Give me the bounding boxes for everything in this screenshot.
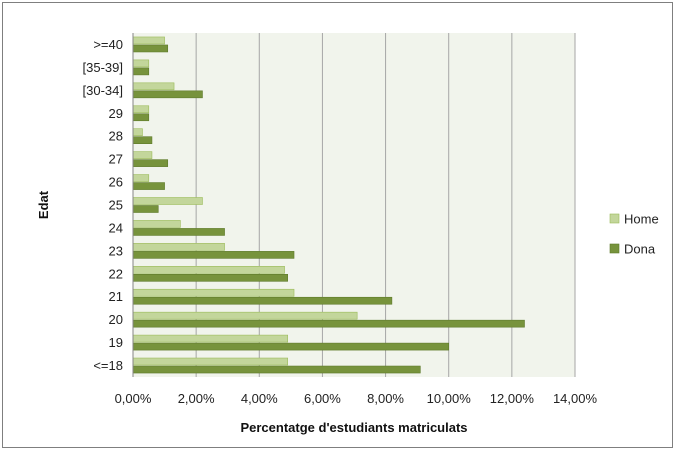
- y-tick-label: 24: [109, 220, 123, 235]
- bar-home: [132, 36, 165, 45]
- bar-dona: [132, 251, 295, 259]
- bar-home: [132, 243, 225, 251]
- bar-dona: [132, 113, 150, 122]
- legend: Home Dona: [609, 212, 659, 257]
- bar-dona: [132, 319, 525, 328]
- bar-home: [132, 334, 288, 343]
- legend-swatch-home: [609, 213, 620, 224]
- x-axis-tick-labels: 0,00% 2,00% 4,00% 6,00% 8,00% 10,00% 12,00% 14,…: [115, 391, 598, 406]
- bar-dona: [132, 182, 165, 190]
- bar-home: [132, 151, 153, 159]
- y-axis-tick-labels: >=40 [35-39] [30-34] 29 28 27 26 25 24 23 22 21 20 19…: [83, 37, 123, 373]
- x-tick-label: 12,00%: [490, 391, 535, 406]
- y-tick-label: 28: [109, 129, 123, 144]
- bar-dona: [132, 90, 203, 99]
- legend-swatch-dona: [609, 243, 620, 254]
- y-tick-label: <=18: [93, 358, 123, 373]
- bar-home: [132, 105, 150, 114]
- bars: [132, 36, 525, 374]
- bar-home: [132, 197, 203, 205]
- bar-home: [132, 220, 181, 228]
- y-tick-label: 22: [109, 266, 123, 281]
- y-tick-label: 21: [109, 289, 123, 304]
- x-tick-label: 8,00%: [367, 391, 404, 406]
- bar-home: [132, 59, 150, 68]
- bar-dona: [132, 136, 153, 144]
- bar-dona: [132, 159, 169, 167]
- y-tick-label: 25: [109, 198, 123, 213]
- x-tick-label: 6,00%: [304, 391, 341, 406]
- bar-home: [132, 265, 285, 274]
- bar-dona: [132, 273, 288, 282]
- bar-dona: [132, 67, 150, 76]
- bar-dona: [132, 342, 450, 351]
- x-tick-label: 2,00%: [178, 391, 215, 406]
- bar-home: [132, 357, 288, 366]
- y-tick-label: 29: [109, 106, 123, 121]
- y-tick-label: 26: [109, 175, 123, 190]
- bar-dona: [132, 228, 225, 236]
- y-tick-label: [35-39]: [83, 60, 123, 75]
- x-tick-label: 4,00%: [241, 391, 278, 406]
- bar-dona: [132, 44, 169, 53]
- bar-home: [132, 174, 150, 182]
- grid-lines: [195, 33, 576, 377]
- bar-home: [132, 82, 175, 91]
- y-tick-label: [30-34]: [83, 83, 123, 98]
- bar-home: [132, 311, 358, 320]
- y-tick-label: 27: [109, 152, 123, 167]
- bar-home: [132, 128, 143, 136]
- x-axis-title: Percentatge d'estudiants matriculats: [240, 420, 467, 435]
- x-tick-label: 14,00%: [553, 391, 598, 406]
- x-tick-label: 10,00%: [427, 391, 472, 406]
- bar-home: [132, 288, 295, 297]
- bar-dona: [132, 365, 421, 374]
- y-tick-label: 19: [109, 335, 123, 350]
- y-tick-label: 20: [109, 312, 123, 327]
- y-axis-title: Edat: [36, 190, 51, 219]
- y-tick-label: 23: [109, 243, 123, 258]
- legend-label-home: Home: [624, 212, 659, 227]
- y-tick-label: >=40: [93, 37, 123, 52]
- bar-dona: [132, 296, 393, 305]
- plot-area: [133, 33, 575, 377]
- x-tick-label: 0,00%: [115, 391, 152, 406]
- legend-label-dona: Dona: [624, 242, 656, 257]
- bar-dona: [132, 205, 159, 213]
